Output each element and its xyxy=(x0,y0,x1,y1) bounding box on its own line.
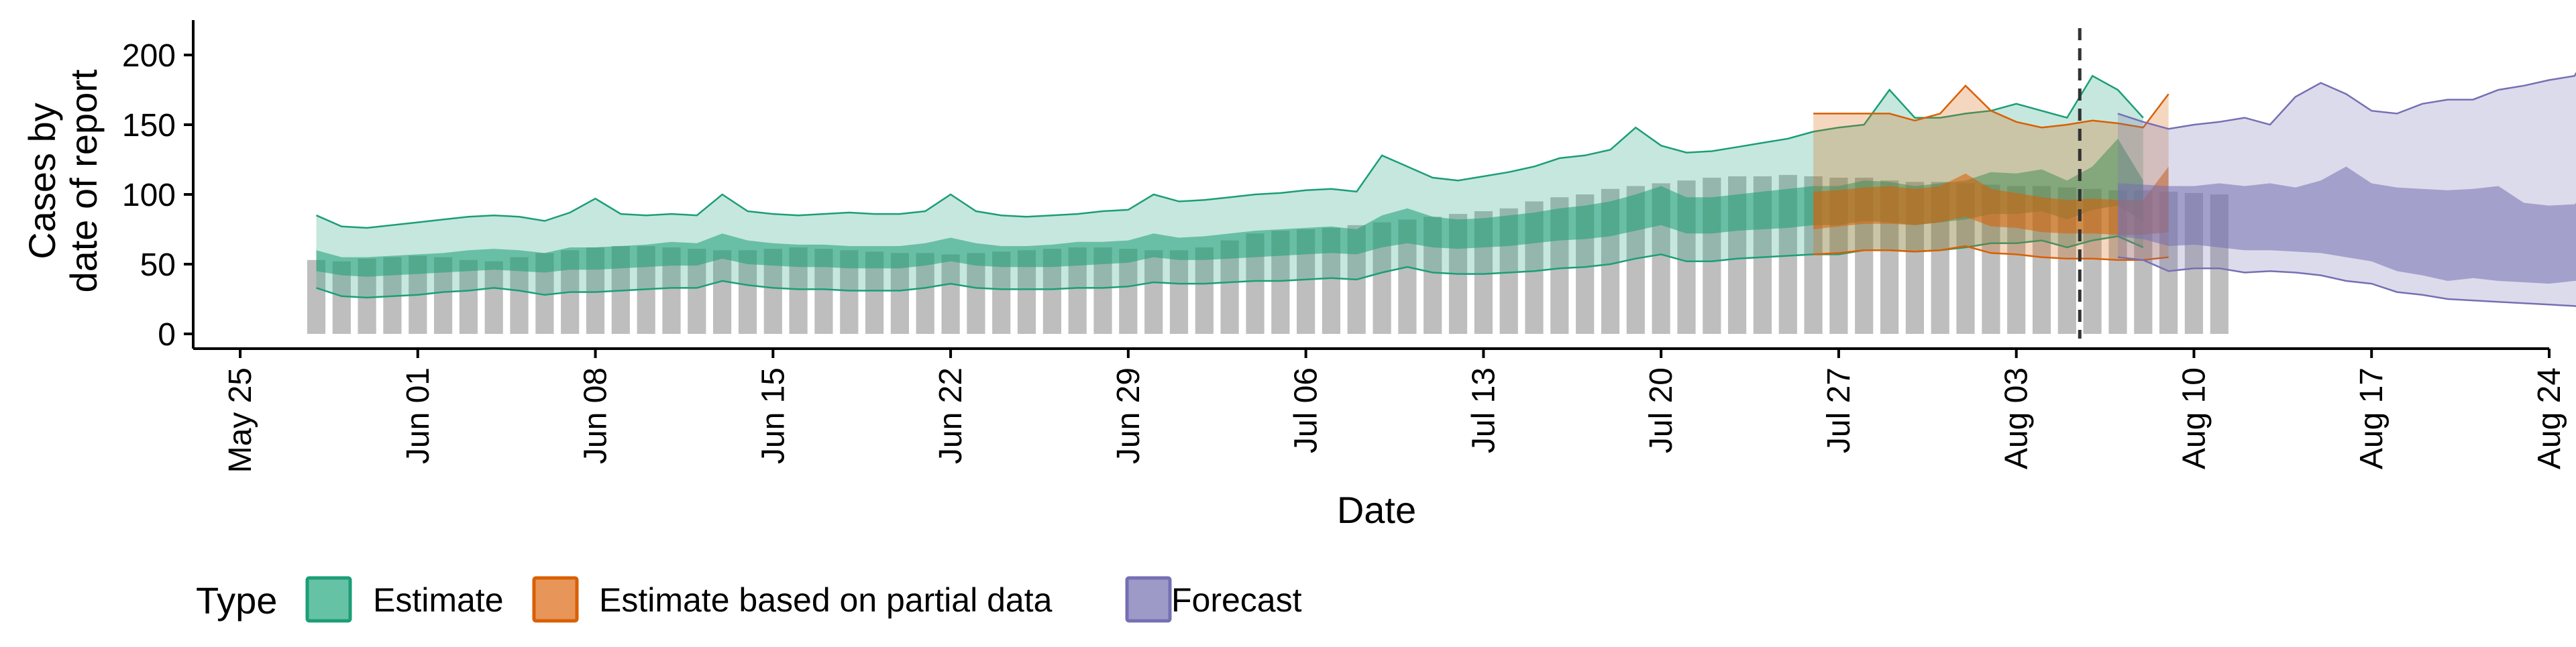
legend-item-forecast: Forecast xyxy=(1127,578,1302,621)
y-tick-label: 200 xyxy=(122,38,176,74)
legend-label-estimate: Estimate xyxy=(373,581,504,619)
x-tick-label: Jul 27 xyxy=(1821,367,1857,453)
legend-item-partial: Estimate based on partial data xyxy=(534,578,1053,621)
x-tick-label: Jun 29 xyxy=(1111,367,1146,464)
y-axis-ticks: 0 50 100 150 200 xyxy=(122,38,193,353)
x-tick-label: Aug 10 xyxy=(2177,367,2212,469)
x-tick-label: Aug 03 xyxy=(1999,367,2035,469)
legend-key-estimate xyxy=(307,578,350,621)
y-tick-label: 100 xyxy=(122,178,176,213)
x-tick-label: Jun 01 xyxy=(400,367,436,464)
series-forecast xyxy=(2118,34,2576,310)
x-tick-label: Jun 22 xyxy=(933,367,969,464)
x-tick-label: Aug 17 xyxy=(2354,367,2390,469)
y-tick-label: 50 xyxy=(140,247,176,283)
legend: Type Estimate Estimate based on partial … xyxy=(196,578,1302,622)
legend-label-forecast: Forecast xyxy=(1171,581,1302,619)
y-axis-title-line-1: Cases by xyxy=(21,103,63,259)
x-tick-label: Jul 13 xyxy=(1466,367,1501,453)
y-tick-label: 0 xyxy=(158,317,176,353)
ribbons-layer xyxy=(317,34,2576,310)
legend-title: Type xyxy=(196,579,277,622)
legend-key-partial xyxy=(534,578,577,621)
legend-label-partial: Estimate based on partial data xyxy=(599,581,1053,619)
legend-key-forecast xyxy=(1127,578,1170,621)
x-axis-ticks: May 25 Jun 01 Jun 08 Jun 15 Jun 22 Jun 29 Jul … xyxy=(223,349,2567,473)
x-tick-label: Jul 20 xyxy=(1644,367,1679,453)
x-tick-label: Jul 06 xyxy=(1289,367,1324,453)
x-tick-label: Jun 08 xyxy=(578,367,614,464)
legend-item-estimate: Estimate xyxy=(307,578,504,621)
x-tick-label: Aug 24 xyxy=(2532,367,2567,469)
x-axis-title: Date xyxy=(1337,489,1416,531)
y-axis-title: Cases by date of report xyxy=(21,69,105,293)
x-tick-label: Jun 15 xyxy=(755,367,791,464)
y-axis-title-line-2: date of report xyxy=(62,69,105,293)
x-tick-label: May 25 xyxy=(223,367,258,473)
y-tick-label: 150 xyxy=(122,108,176,143)
